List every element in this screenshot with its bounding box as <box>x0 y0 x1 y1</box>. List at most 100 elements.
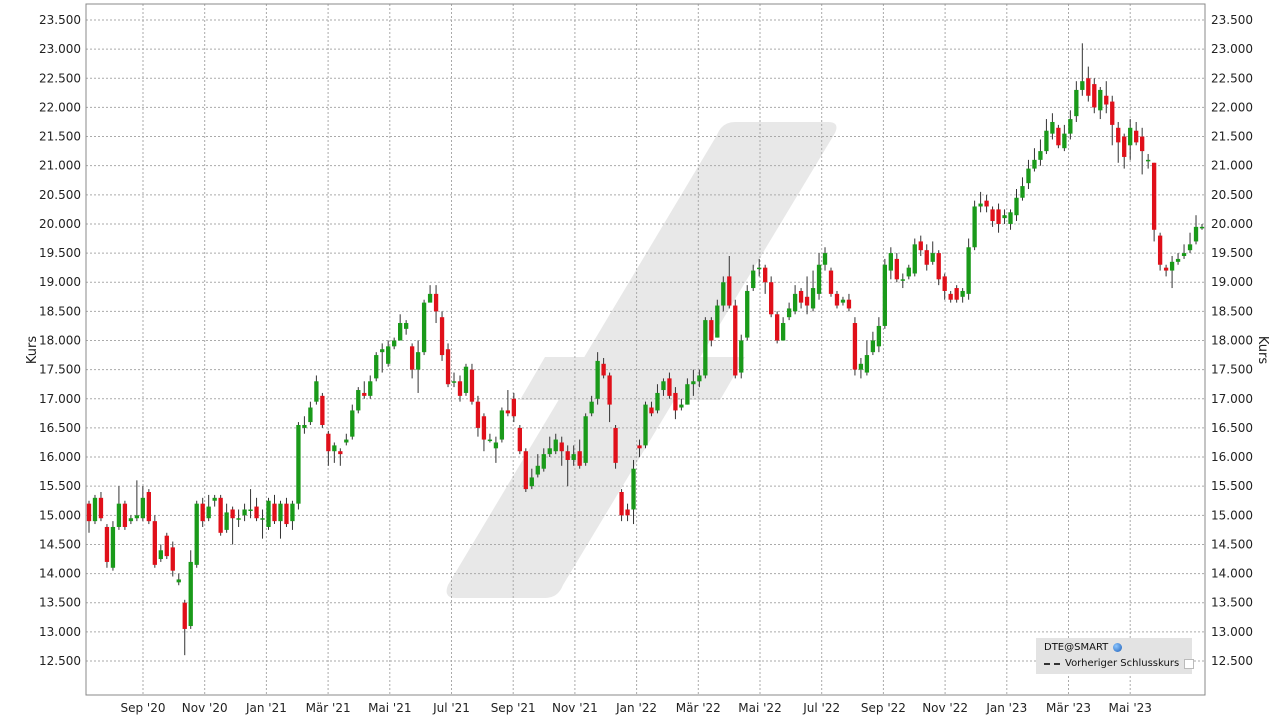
candle-body-up <box>421 302 427 353</box>
y-tick-label-right: 20.000 <box>1211 217 1253 231</box>
candle-body-up <box>188 561 193 627</box>
candle-body-down <box>433 293 439 312</box>
candle-body-down <box>1086 78 1091 96</box>
candle-body-up <box>930 253 935 262</box>
candle-body-down <box>1104 95 1109 105</box>
candle-body-up <box>332 445 337 452</box>
candle-body-up <box>212 497 217 501</box>
candle-body-up <box>589 401 594 414</box>
candle-body-up <box>1032 159 1037 169</box>
x-tick-label: Jul '22 <box>802 701 840 715</box>
candle-body-down <box>619 492 624 516</box>
candle-body-down <box>894 258 899 280</box>
y-tick-label-right: 14.500 <box>1211 537 1253 551</box>
candle-body-up <box>1044 130 1049 152</box>
candle-body-up <box>493 442 499 449</box>
candle-body-up <box>356 390 361 411</box>
candle-body-down <box>1151 162 1157 230</box>
x-tick-label: Mär '22 <box>676 701 721 715</box>
y-tick-label-right: 19.000 <box>1211 275 1253 289</box>
candle-body-down <box>577 451 582 466</box>
candle-body-up <box>1008 212 1013 224</box>
candle-body-up <box>1187 244 1193 251</box>
y-tick-label-left: 19.500 <box>39 246 81 260</box>
candle-body-up <box>134 515 140 519</box>
candle-body-up <box>451 381 457 383</box>
candle-body-down <box>763 267 768 283</box>
candle-body-down <box>649 407 654 414</box>
y-tick-label-right: 15.000 <box>1211 508 1253 522</box>
candle-body-up <box>816 264 822 294</box>
y-tick-label-left: 12.500 <box>39 654 81 668</box>
candle-body-down <box>170 547 175 571</box>
candle-body-down <box>984 200 989 207</box>
legend-symbol-label: DTE@SMART <box>1044 642 1109 653</box>
candle-body-up <box>463 366 469 393</box>
candle-body-down <box>1140 136 1145 152</box>
candle-body-down <box>439 317 445 356</box>
candle-body-up <box>266 500 271 527</box>
candle-body-down <box>559 442 564 452</box>
x-tick-label: Mär '23 <box>1046 701 1091 715</box>
candle-body-up <box>966 247 971 294</box>
x-axis: Sep '20 Nov '20 Jan '21 Mär '21 Mai '21 Jul '… <box>121 701 1152 715</box>
candle-body-up <box>757 267 762 270</box>
candle-body-down <box>1163 267 1169 271</box>
y-tick-label-left: 23.000 <box>39 42 81 56</box>
candle-body-up <box>571 454 576 460</box>
candle-body-down <box>1092 84 1097 108</box>
candle-body-up <box>1050 121 1055 134</box>
candle-body-up <box>116 503 122 527</box>
candle-body-down <box>362 392 367 396</box>
candle-body-down <box>607 375 612 405</box>
candle-body-up <box>128 518 134 522</box>
prev-close-checkbox[interactable] <box>1184 658 1195 669</box>
candle-body-up <box>368 381 373 396</box>
candle-body-up <box>631 468 636 510</box>
y-tick-label-right: 14.000 <box>1211 567 1253 581</box>
candle-body-down <box>565 451 570 460</box>
candle-body-up <box>960 290 965 297</box>
globe-icon[interactable] <box>1113 643 1123 652</box>
candle-body-up <box>236 518 241 520</box>
y-tick-label-left: 20.000 <box>39 217 81 231</box>
y-tick-label-right: 23.000 <box>1211 42 1253 56</box>
candle-body-down <box>709 320 714 341</box>
candle-body-up <box>745 290 750 338</box>
candle-body-down <box>86 503 92 522</box>
candle-body-down <box>990 209 995 222</box>
y-tick-label-left: 18.500 <box>39 304 81 318</box>
candle-body-up <box>242 509 247 516</box>
candle-body-down <box>505 410 511 414</box>
candle-body-up <box>1014 197 1019 216</box>
x-tick-label: Nov '22 <box>922 701 968 715</box>
candle-body-up <box>810 288 816 309</box>
candle-body-down <box>326 433 331 452</box>
x-tick-label: Jan '23 <box>985 701 1027 715</box>
y-tick-label-right: 18.000 <box>1211 334 1253 348</box>
y-axis-right: 12.500 13.000 13.500 14.000 14.500 15.000 15.5… <box>1211 13 1253 668</box>
candle-body-up <box>822 253 828 265</box>
candle-body-down <box>469 369 475 402</box>
candle-body-down <box>1110 101 1115 125</box>
y-tick-label-left: 17.000 <box>39 392 81 406</box>
candle-body-down <box>104 526 110 562</box>
candle-body-down <box>1056 127 1061 146</box>
candle-body-up <box>541 454 546 469</box>
y-tick-label-right: 22.500 <box>1211 71 1253 85</box>
candle-body-down <box>1122 136 1127 157</box>
candle-body-up <box>679 404 684 408</box>
candle-body-down <box>523 451 528 490</box>
y-axis-title-left: Kurs <box>25 336 40 364</box>
candle-body-up <box>1181 253 1187 257</box>
candle-body-down <box>445 349 451 385</box>
plot-frame <box>85 3 1206 696</box>
candle-body-down <box>637 445 642 449</box>
candle-body-down <box>1134 130 1139 143</box>
y-tick-label-left: 13.500 <box>39 596 81 610</box>
x-tick-label: Jan '21 <box>245 701 287 715</box>
candle-body-up <box>1128 127 1133 146</box>
candle-body-up <box>1002 215 1007 219</box>
candle-body-up <box>697 375 702 382</box>
candle-body-down <box>804 296 810 306</box>
